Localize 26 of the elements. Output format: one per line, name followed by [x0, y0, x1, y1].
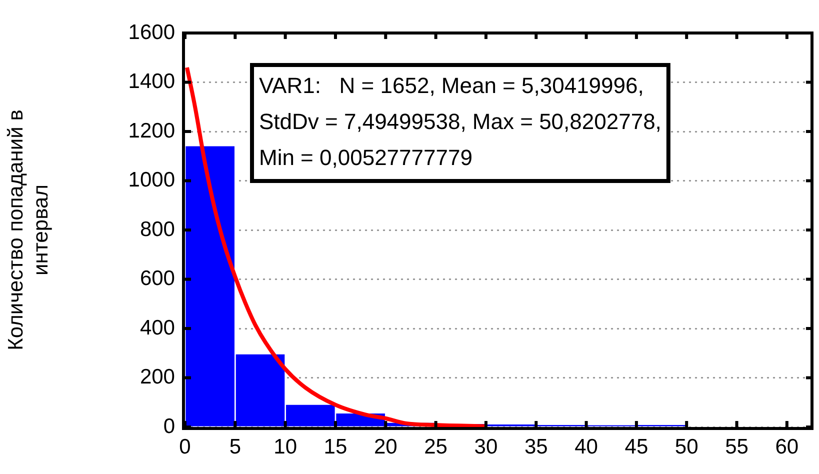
x-tick-label: 55 [725, 435, 748, 458]
y-tick-label: 1000 [128, 168, 175, 192]
y-tick-label: 0 [163, 414, 175, 438]
y-tick-label: 200 [140, 366, 175, 389]
x-tick-label: 30 [474, 435, 498, 458]
y-tick-label: 600 [140, 267, 175, 290]
x-tick-label: 50 [674, 435, 698, 458]
x-tick-label: 40 [574, 435, 598, 458]
x-tick-label: 15 [324, 435, 348, 458]
y-axis-title: Количество попаданий в интервал [4, 110, 53, 350]
y-tick-label: 1600 [128, 20, 175, 44]
x-tick-label: 10 [274, 435, 297, 458]
x-tick-label: 60 [775, 435, 799, 458]
x-tick-label: 45 [624, 435, 648, 458]
x-tick-label: 25 [424, 435, 448, 458]
x-tick-label: 20 [374, 435, 398, 458]
x-tick-label: 35 [524, 435, 548, 458]
x-tick-label: 5 [229, 435, 242, 458]
y-tick-label: 400 [140, 316, 175, 340]
y-tick-label: 800 [140, 218, 175, 241]
x-tick-label: 0 [179, 435, 191, 458]
annotation: StdDv = 7,49499538, Max = 50,8202778, [259, 109, 662, 134]
y-tick-label: 1400 [128, 70, 175, 94]
annotation: Min = 0,00527777779 [259, 145, 472, 170]
annotation: VAR1: N = 1652, Mean = 5,30419996, [259, 73, 644, 98]
y-tick-label: 1200 [128, 119, 175, 142]
